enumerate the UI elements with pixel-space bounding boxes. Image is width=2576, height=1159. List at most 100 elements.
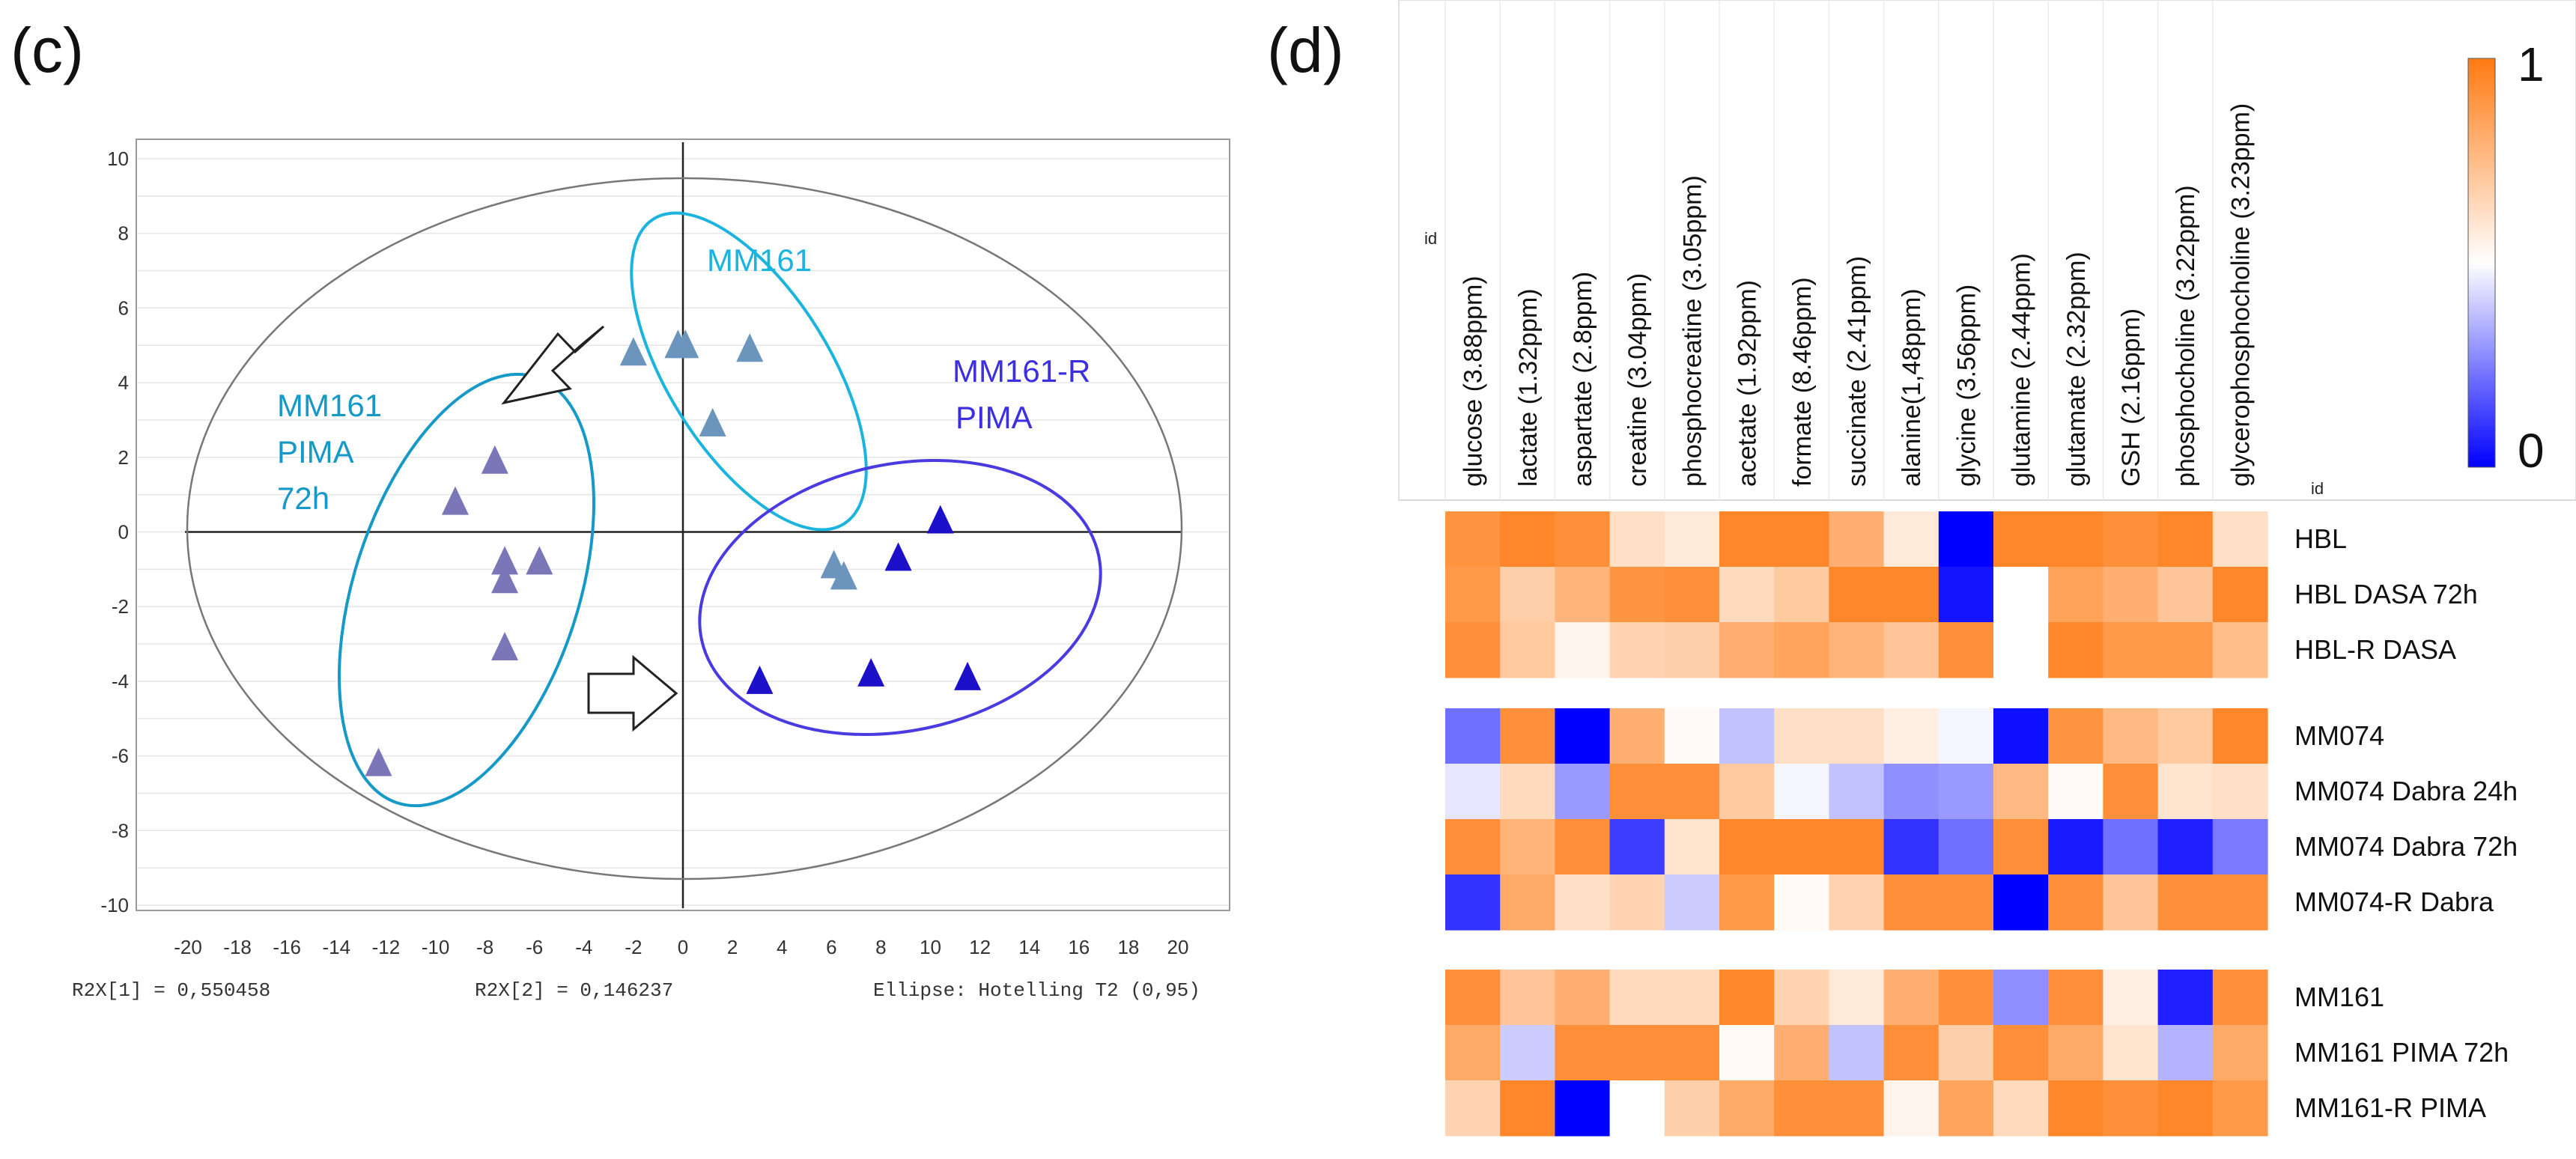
heatmap-cell <box>2103 819 2159 875</box>
heatmap-cell <box>1719 819 1775 875</box>
row-header: HBL <box>2294 523 2347 554</box>
heatmap-cell <box>1500 970 1555 1026</box>
data-point-triangle <box>736 333 764 362</box>
heatmap-cell <box>1938 874 1994 931</box>
heatmap-cell <box>1883 1025 1939 1081</box>
heatmap-cell <box>2212 708 2268 764</box>
label-pima-line3: 72h <box>277 481 329 516</box>
label-mm161r-line1: MM161-R <box>953 353 1090 389</box>
heatmap-cell <box>2157 874 2214 931</box>
heatmap-cell <box>2048 567 2103 623</box>
heatmap-cell <box>1664 1025 1720 1081</box>
heatmap-cell <box>1938 819 1994 875</box>
heatmap-cell <box>1883 874 1939 931</box>
heatmap-cell <box>1774 819 1829 875</box>
heatmap-cell <box>1829 1080 1885 1137</box>
heatmap-cell <box>1445 874 1501 931</box>
column-header: glucose (3.88ppm) <box>1459 276 1488 487</box>
column-header: glutamate (2.32ppm) <box>2062 252 2091 487</box>
heatmap-cell <box>1609 708 1665 764</box>
y-tick-label: 2 <box>118 446 129 469</box>
heatmap-cell <box>2103 708 2159 764</box>
mm161r-pima-ellipse <box>698 458 1102 737</box>
colorbar-min: 0 <box>2518 424 2545 478</box>
heatmap-cell <box>1774 511 1829 568</box>
heatmap-cell <box>2157 1080 2214 1137</box>
heatmap-cell <box>1664 708 1720 764</box>
heatmap-cell <box>2157 819 2214 875</box>
data-point-triangle <box>491 565 519 594</box>
heatmap-cell <box>1445 1080 1501 1137</box>
heatmap-cell <box>1555 622 1611 678</box>
x-tick-label: -8 <box>476 936 493 958</box>
row-header: MM161 <box>2294 982 2384 1012</box>
heatmap-cell <box>1774 567 1829 623</box>
heatmap-cell <box>1938 708 1994 764</box>
heatmap-cell <box>1609 819 1665 875</box>
heatmap-cell <box>1609 622 1665 678</box>
column-header: phosphocreatine (3.05ppm) <box>1678 175 1707 487</box>
heatmap-cell <box>1829 970 1885 1026</box>
heatmap-cell <box>1829 511 1885 568</box>
heatmap-cell <box>2048 622 2103 678</box>
heatmap-cell <box>1719 708 1775 764</box>
heatmap-cell <box>1555 764 1611 820</box>
heatmap-cell <box>1500 1080 1555 1137</box>
x-tick-label: 2 <box>727 936 738 958</box>
heatmap-cell <box>2212 1080 2268 1137</box>
heatmap-cell <box>1719 1080 1775 1137</box>
heatmap-cell <box>1993 622 2049 678</box>
heatmap-cell <box>2103 567 2159 623</box>
heatmap-cell <box>2157 567 2214 623</box>
data-points <box>365 329 982 776</box>
r2x1-label: R2X[1] = 0,550458 <box>72 979 270 1002</box>
heatmap-cell <box>1555 511 1611 568</box>
x-tick-label: 18 <box>1117 936 1139 958</box>
heatmap-cell <box>1883 819 1939 875</box>
label-pima-line1: MM161 <box>277 388 382 423</box>
row-header: MM074 Dabra 24h <box>2294 776 2518 806</box>
label-mm161: MM161 <box>707 243 812 278</box>
heatmap-cell <box>1609 1080 1665 1137</box>
heatmap: id id glucose (3.88ppm) lactate (1.32ppm)… <box>1398 0 2576 1137</box>
heatmap-cell <box>1883 567 1939 623</box>
heatmap-cell <box>2212 874 2268 931</box>
heatmap-cell <box>1609 764 1665 820</box>
data-point-triangle <box>954 661 982 690</box>
row-header: MM074 <box>2294 720 2384 751</box>
heatmap-cell <box>2103 1025 2159 1081</box>
heatmap-cell <box>2157 622 2214 678</box>
heatmap-cell <box>1500 874 1555 931</box>
column-header: glycerophosphocholine (3.23ppm) <box>2226 103 2255 487</box>
column-headers: glucose (3.88ppm) lactate (1.32ppm) aspart… <box>1445 0 2255 500</box>
heatmap-cell <box>1883 622 1939 678</box>
data-point-triangle <box>699 407 726 436</box>
x-tick-label: 10 <box>920 936 941 958</box>
x-tick-label: -14 <box>323 936 351 958</box>
heatmap-cell <box>1500 764 1555 820</box>
heatmap-cell <box>2157 764 2214 820</box>
data-point-triangle <box>619 337 647 366</box>
id-label-top: id <box>1424 229 1437 248</box>
y-tick-label: -8 <box>112 819 129 842</box>
heatmap-cell <box>1774 970 1829 1026</box>
heatmap-cell <box>1664 1080 1720 1137</box>
heatmap-cell <box>1609 970 1665 1026</box>
heatmap-cell <box>1938 511 1994 568</box>
heatmap-cell <box>2212 622 2268 678</box>
heatmap-cell <box>1938 1025 1994 1081</box>
heatmap-cell <box>1938 622 1994 678</box>
heatmap-cell <box>2212 1025 2268 1081</box>
heatmap-cell <box>1664 622 1720 678</box>
y-tick-label: 6 <box>118 296 129 319</box>
heatmap-cell <box>1993 970 2049 1026</box>
heatmap-cell <box>1664 511 1720 568</box>
y-tick-label: -6 <box>112 745 129 767</box>
data-point-triangle <box>481 445 508 474</box>
heatmap-cell <box>1719 567 1775 623</box>
column-header: glutamine (2.44ppm) <box>2008 253 2036 487</box>
ellipse-label: Ellipse: Hotelling T2 (0,95) <box>873 979 1200 1002</box>
y-tick-label: 10 <box>107 147 129 170</box>
y-tick-label: -2 <box>112 595 129 618</box>
